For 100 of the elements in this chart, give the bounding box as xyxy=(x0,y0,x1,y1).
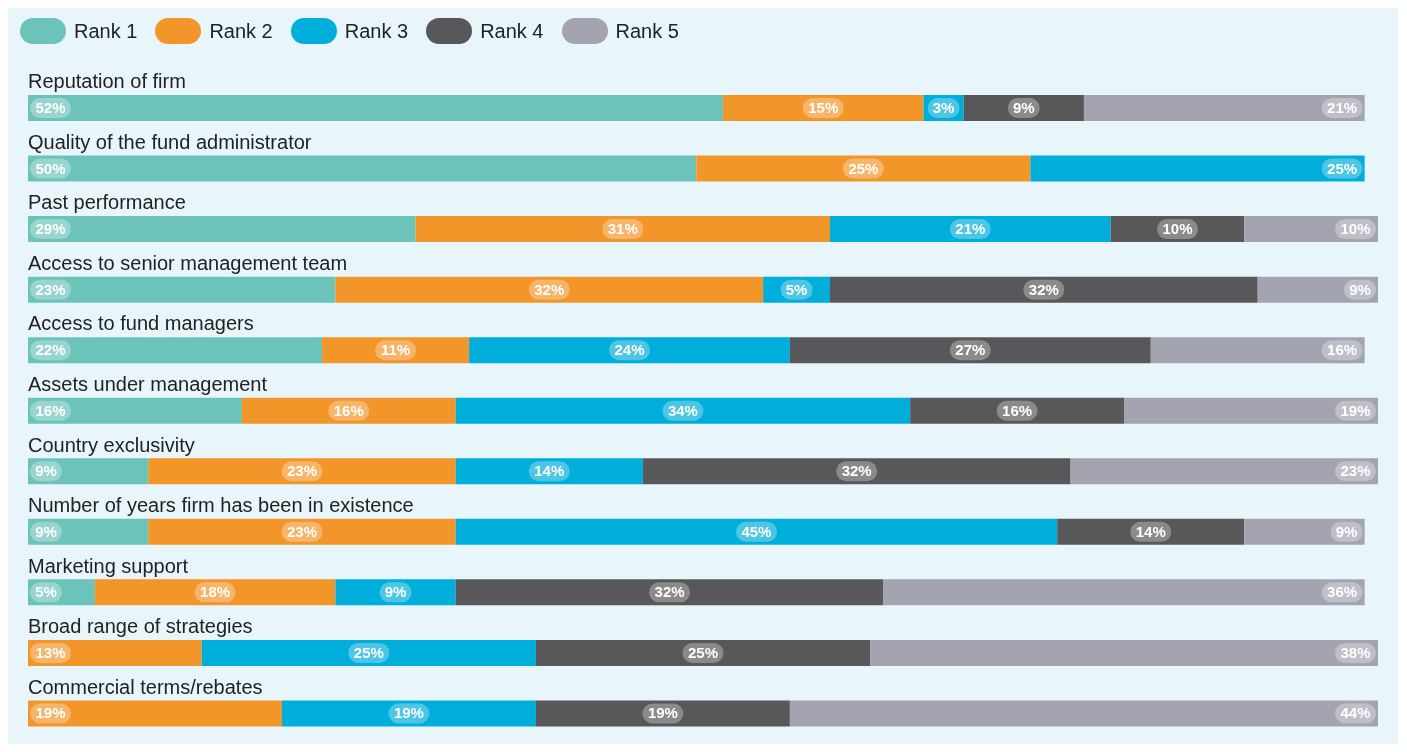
bar xyxy=(28,700,282,727)
data-label: 19% xyxy=(393,704,424,722)
data-label: 21% xyxy=(1327,99,1358,116)
data-label: 3% xyxy=(932,99,955,116)
y-tick-label: Number of years firm has been in existence xyxy=(28,494,414,517)
legend-label: Rank 1 xyxy=(74,19,138,43)
bar xyxy=(148,458,456,485)
bar xyxy=(1110,216,1245,243)
bar xyxy=(1244,216,1378,243)
bar xyxy=(642,458,1071,485)
data-label: 25% xyxy=(1327,159,1358,177)
bar xyxy=(335,276,764,303)
bar xyxy=(469,337,790,364)
data-label: 5% xyxy=(785,280,808,298)
bar xyxy=(1244,518,1365,545)
bar xyxy=(281,700,536,727)
data-label: 23% xyxy=(35,280,66,298)
bar xyxy=(829,216,1111,243)
y-tick-label: Access to fund managers xyxy=(28,312,254,335)
bar xyxy=(455,579,884,606)
data-label: 15% xyxy=(808,99,839,116)
data-label: 14% xyxy=(534,462,565,480)
bar xyxy=(241,397,456,424)
bar xyxy=(28,216,416,243)
bar xyxy=(335,579,456,606)
y-tick-label: Assets under management xyxy=(28,373,268,395)
data-label: 38% xyxy=(1340,643,1371,661)
legend-label: Rank 4 xyxy=(480,19,544,43)
bar xyxy=(1124,397,1378,424)
data-label: 27% xyxy=(955,341,986,359)
data-label: 32% xyxy=(1028,280,1059,298)
bar xyxy=(883,579,1365,606)
data-label: 32% xyxy=(534,280,565,298)
data-label: 50% xyxy=(35,159,66,177)
data-label: 31% xyxy=(607,220,638,238)
data-label: 23% xyxy=(286,462,318,480)
data-label: 10% xyxy=(1162,220,1193,238)
data-label: 19% xyxy=(1340,401,1371,419)
bar xyxy=(1257,276,1378,303)
data-label: 9% xyxy=(1012,99,1035,116)
data-label: 34% xyxy=(667,401,698,419)
data-label: 36% xyxy=(1327,583,1358,601)
bar xyxy=(455,518,1058,545)
bar xyxy=(28,518,149,545)
bar xyxy=(1070,458,1378,485)
data-label: 9% xyxy=(1335,522,1358,540)
y-tick-label: Commercial terms/rebates xyxy=(28,675,263,698)
data-label: 23% xyxy=(1340,462,1371,480)
bar xyxy=(94,579,336,606)
bar xyxy=(415,216,830,243)
bar xyxy=(789,700,1378,727)
data-label: 32% xyxy=(841,462,872,480)
y-tick-label: Access to senior management team xyxy=(28,251,348,274)
bar xyxy=(28,276,336,303)
data-label: 25% xyxy=(848,159,879,177)
bar xyxy=(201,639,536,666)
data-label: 21% xyxy=(955,220,986,238)
data-label: 22% xyxy=(35,341,66,359)
data-label: 9% xyxy=(1349,280,1371,298)
bar xyxy=(28,397,242,424)
bar xyxy=(1057,518,1245,545)
data-label: 16% xyxy=(1002,401,1033,419)
y-tick-label: Broad range of strategies xyxy=(28,615,253,638)
data-label: 9% xyxy=(384,583,407,601)
bar xyxy=(455,458,643,485)
data-label: 16% xyxy=(35,401,66,419)
bar xyxy=(455,397,911,424)
bar xyxy=(789,337,1151,364)
bar xyxy=(829,276,1258,303)
data-label: 18% xyxy=(200,583,231,601)
data-label: 16% xyxy=(333,401,364,419)
legend-label: Rank 5 xyxy=(615,19,679,43)
data-label: 5% xyxy=(35,583,57,601)
bar xyxy=(28,155,697,182)
data-label: 19% xyxy=(35,704,66,722)
bar xyxy=(28,337,323,364)
y-tick-label: Quality of the fund administrator xyxy=(28,130,312,153)
legend-label: Rank 2 xyxy=(209,19,273,43)
data-label: 13% xyxy=(35,643,66,661)
bar xyxy=(28,458,149,485)
bar xyxy=(910,397,1125,424)
data-label: 14% xyxy=(1135,522,1166,540)
bar xyxy=(28,579,95,606)
y-tick-label: Reputation of firm xyxy=(28,70,186,93)
bar xyxy=(1083,95,1365,121)
bar xyxy=(28,95,724,121)
bar xyxy=(148,518,456,545)
bar xyxy=(723,95,924,121)
bar xyxy=(535,639,871,666)
data-label: 24% xyxy=(614,341,645,359)
bar xyxy=(1030,155,1365,182)
bar xyxy=(28,639,202,666)
legend-label: Rank 3 xyxy=(344,19,409,43)
bar xyxy=(696,155,1031,182)
data-label: 32% xyxy=(654,583,685,601)
data-label: 25% xyxy=(687,643,719,661)
bar xyxy=(763,276,830,303)
bar xyxy=(1150,337,1365,364)
data-label: 16% xyxy=(1327,341,1358,359)
bar xyxy=(322,337,470,364)
